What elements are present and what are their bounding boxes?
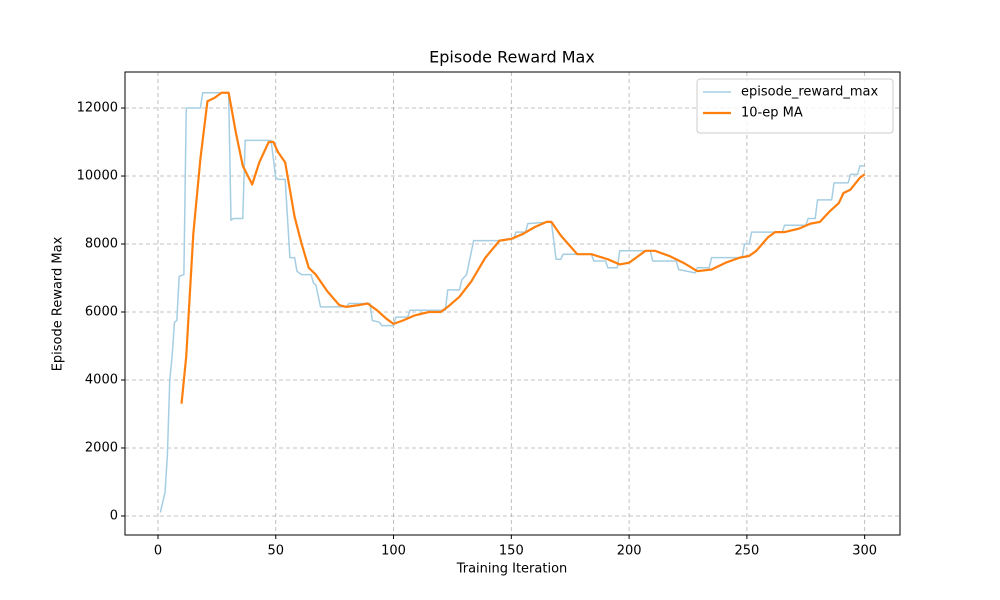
x-axis-label: Training Iteration xyxy=(456,562,568,577)
y-axis-label: Episode Reward Max xyxy=(51,236,66,371)
series-line xyxy=(180,91,866,404)
x-tick-label: 250 xyxy=(734,544,759,559)
x-tick-label: 300 xyxy=(852,544,877,559)
y-tick-label: 12000 xyxy=(77,101,118,116)
y-tick-label: 8000 xyxy=(85,237,118,252)
x-tick-label: 200 xyxy=(617,544,642,559)
y-tick-label: 2000 xyxy=(85,440,118,455)
legend-label: 10-ep MA xyxy=(741,106,803,121)
y-tick-label: 4000 xyxy=(85,372,118,387)
y-tick-label: 6000 xyxy=(85,304,118,319)
legend-box xyxy=(696,78,894,134)
x-tick-label: 100 xyxy=(381,544,406,559)
x-tick-label: 50 xyxy=(267,544,284,559)
y-tick-label: 10000 xyxy=(77,169,118,184)
x-tick-label: 150 xyxy=(499,544,524,559)
axes-frame xyxy=(124,71,901,536)
x-tick-label: 0 xyxy=(154,544,162,559)
legend-label: episode_reward_max xyxy=(741,85,878,100)
series-line xyxy=(159,91,865,513)
chart-title: Episode Reward Max xyxy=(429,48,595,67)
y-tick-label: 0 xyxy=(110,508,118,523)
